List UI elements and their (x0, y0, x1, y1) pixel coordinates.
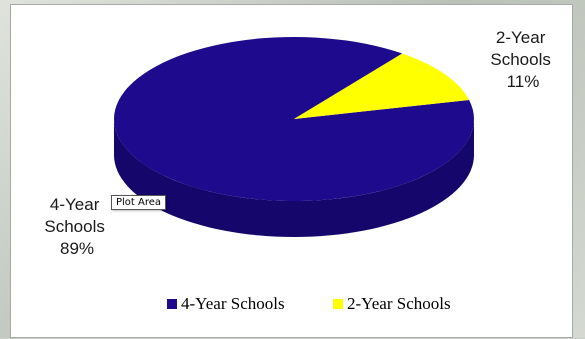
legend: 4-Year Schools 2-Year Schools (167, 294, 451, 313)
pie-side-4-year-schools (114, 119, 474, 237)
pie-depth-layer (114, 119, 474, 237)
slice-label-2-year-line2: Schools (490, 50, 550, 69)
slice-label-2-year-line1: 2-Year (496, 28, 546, 47)
pie-top-layer (114, 36, 474, 201)
slice-label-2-year: 2-Year Schools 11% (490, 28, 555, 91)
pie-slice-4-year-schools[interactable] (114, 36, 474, 201)
slice-label-4-year: 4-Year Schools 89% (44, 195, 109, 258)
plot-area-tooltip: Plot Area (111, 195, 167, 210)
legend-label-4-year: 4-Year Schools (181, 294, 285, 313)
pie-slice-2-year-schools[interactable] (294, 53, 470, 119)
legend-label-2-year: 2-Year Schools (347, 294, 451, 313)
slice-label-4-year-line2: Schools (44, 217, 104, 236)
legend-swatch-4-year (167, 299, 177, 309)
slice-label-2-year-value: 11% (507, 72, 540, 91)
slice-label-4-year-line1: 4-Year (50, 195, 100, 214)
legend-swatch-2-year (333, 299, 343, 309)
slice-label-4-year-value: 89% (60, 239, 94, 258)
pie-chart[interactable]: 2-Year Schools 11% 4-Year Schools 89% 4-… (11, 5, 574, 339)
chart-area[interactable]: 2-Year Schools 11% 4-Year Schools 89% 4-… (10, 4, 573, 338)
